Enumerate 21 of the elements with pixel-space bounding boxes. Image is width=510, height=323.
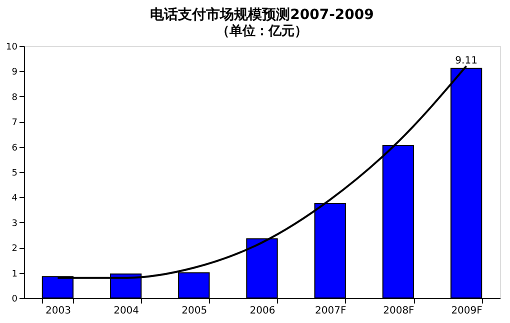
chart-title: 电话支付市场规模预测2007-2009 xyxy=(150,6,374,23)
chart-subtitle: （单位：亿元） xyxy=(216,23,308,39)
y-tick-label: 1 xyxy=(12,269,18,280)
data-label: 9.11 xyxy=(455,55,478,66)
x-tick-label: 2006 xyxy=(250,306,276,316)
x-tick-label: 2007F xyxy=(314,306,346,316)
x-tick-label: 2008F xyxy=(383,306,415,316)
x-tick-label: 2009F xyxy=(451,306,483,316)
y-tick-label: 3 xyxy=(12,218,18,229)
y-tick-label: 7 xyxy=(12,118,18,128)
x-tick-label: 2004 xyxy=(114,306,140,316)
y-tick-label: 10 xyxy=(6,42,18,52)
y-tick-label: 2 xyxy=(12,244,18,254)
x-tick-label: 2005 xyxy=(182,306,208,316)
x-tick-label: 2003 xyxy=(45,306,71,316)
y-tick-label: 6 xyxy=(12,143,18,154)
y-tick-label: 5 xyxy=(12,168,18,178)
y-tick-label: 9 xyxy=(12,68,18,78)
y-tick-label: 0 xyxy=(12,294,18,304)
y-tick-label: 8 xyxy=(12,92,18,103)
y-tick-label: 4 xyxy=(12,194,18,204)
